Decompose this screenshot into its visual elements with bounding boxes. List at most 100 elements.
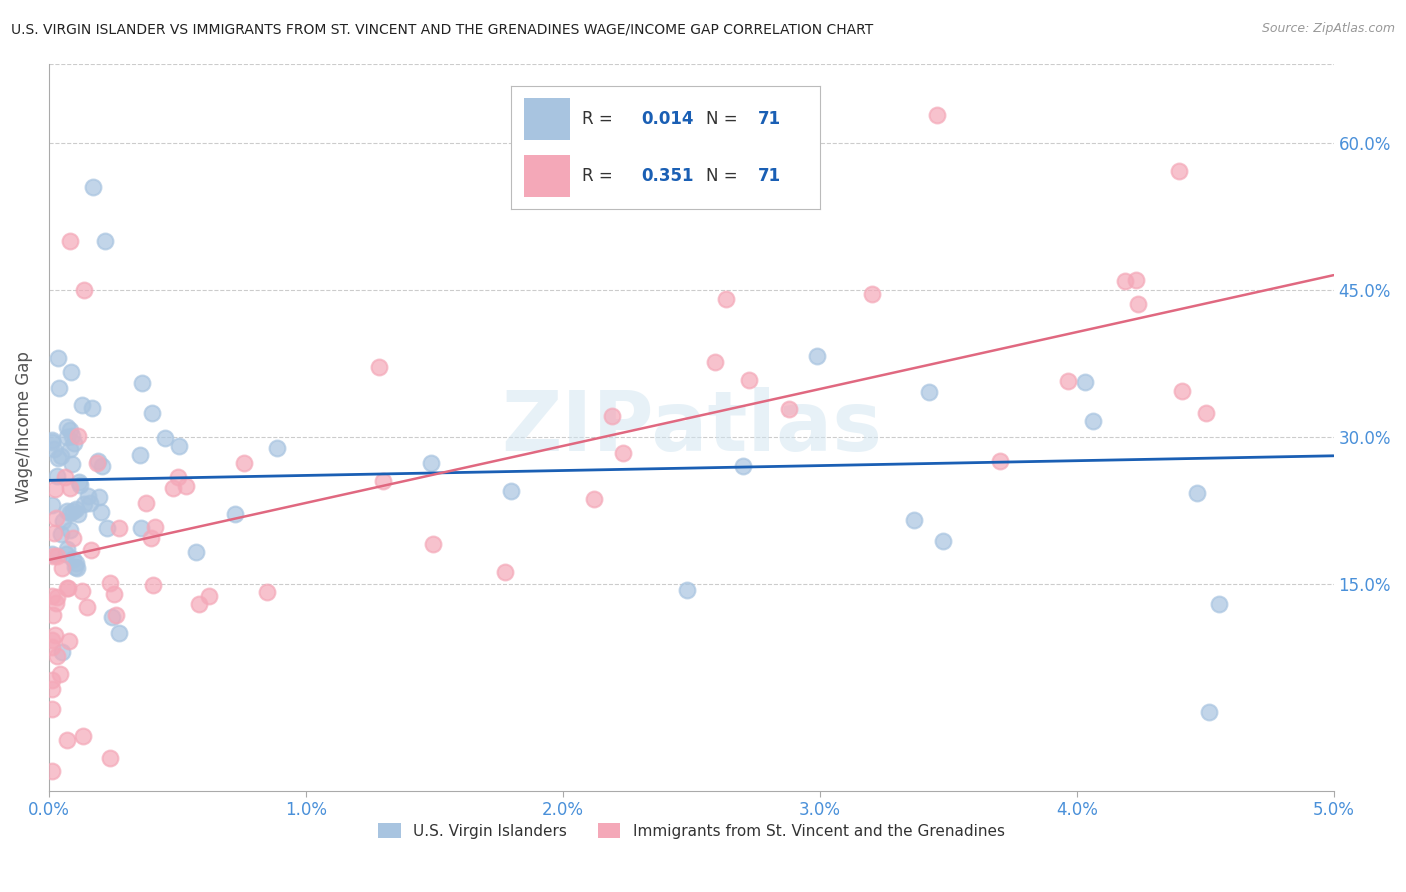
Point xyxy=(45,469,67,483)
Point xyxy=(197,589,219,603)
Point xyxy=(1057,374,1080,388)
Point xyxy=(59,523,82,537)
Legend: U.S. Virgin Islanders, Immigrants from St. Vincent and the Grenadines: U.S. Virgin Islanders, Immigrants from S… xyxy=(371,816,1011,845)
Point xyxy=(49,667,72,681)
Point xyxy=(60,365,83,379)
Point xyxy=(860,286,883,301)
Point xyxy=(903,513,925,527)
Point xyxy=(86,456,108,470)
Point xyxy=(1114,274,1136,288)
Point xyxy=(45,511,67,525)
Point xyxy=(1081,414,1104,428)
Point xyxy=(371,474,394,488)
Point xyxy=(48,381,70,395)
Point xyxy=(65,556,87,570)
Point xyxy=(612,445,634,459)
Point xyxy=(46,590,69,604)
Point xyxy=(63,560,86,574)
Point xyxy=(1126,297,1149,311)
Point xyxy=(73,283,96,297)
Point xyxy=(1195,405,1218,419)
Point xyxy=(56,420,79,434)
Point xyxy=(46,549,69,564)
Point xyxy=(44,525,66,540)
Point xyxy=(256,585,278,599)
Point xyxy=(76,490,98,504)
Point xyxy=(41,681,63,696)
Point xyxy=(55,547,77,561)
Point xyxy=(44,482,66,496)
Point xyxy=(107,521,129,535)
Point xyxy=(1198,705,1220,719)
Point xyxy=(90,505,112,519)
Point xyxy=(41,673,63,688)
Point xyxy=(91,459,114,474)
Point xyxy=(59,481,82,495)
Point xyxy=(1171,384,1194,398)
Point xyxy=(67,429,90,443)
Point xyxy=(51,449,73,463)
Point xyxy=(70,398,93,412)
Point xyxy=(58,634,80,648)
Point xyxy=(41,764,63,778)
Point xyxy=(87,454,110,468)
Point xyxy=(80,401,103,415)
Point xyxy=(94,234,117,248)
Point xyxy=(166,470,188,484)
Point xyxy=(139,532,162,546)
Point xyxy=(129,448,152,462)
Point xyxy=(1208,597,1230,611)
Point xyxy=(59,506,82,520)
Point xyxy=(141,407,163,421)
Point xyxy=(224,508,246,522)
Point xyxy=(932,534,955,549)
Point xyxy=(79,496,101,510)
Point xyxy=(65,502,87,516)
Point xyxy=(184,545,207,559)
Point xyxy=(1125,273,1147,287)
Point xyxy=(46,648,69,663)
Y-axis label: Wage/Income Gap: Wage/Income Gap xyxy=(15,351,32,503)
Point xyxy=(41,547,63,561)
Point xyxy=(494,566,516,580)
Point xyxy=(988,454,1011,468)
Point xyxy=(162,482,184,496)
Point xyxy=(41,640,63,655)
Point xyxy=(733,458,755,473)
Point xyxy=(41,590,63,604)
Point xyxy=(59,424,82,438)
Point xyxy=(58,442,80,457)
Point xyxy=(143,520,166,534)
Point xyxy=(1074,375,1097,389)
Point xyxy=(100,609,122,624)
Point xyxy=(600,409,623,423)
Point xyxy=(49,527,72,541)
Point xyxy=(62,531,84,545)
Point xyxy=(46,351,69,366)
Point xyxy=(174,479,197,493)
Point xyxy=(806,349,828,363)
Point xyxy=(62,504,84,518)
Point xyxy=(56,581,79,595)
Point xyxy=(1167,164,1189,178)
Point xyxy=(927,108,949,122)
Point xyxy=(76,599,98,614)
Point xyxy=(56,504,79,518)
Point xyxy=(60,429,83,443)
Point xyxy=(44,442,66,456)
Point xyxy=(55,542,77,557)
Point xyxy=(41,435,63,450)
Point xyxy=(45,596,67,610)
Point xyxy=(51,645,73,659)
Point xyxy=(714,293,737,307)
Point xyxy=(96,521,118,535)
Point xyxy=(98,751,121,765)
Point xyxy=(52,514,75,528)
Point xyxy=(53,470,76,484)
Point xyxy=(266,441,288,455)
Point xyxy=(42,549,65,563)
Point xyxy=(66,507,89,521)
Point xyxy=(103,587,125,601)
Point xyxy=(41,702,63,716)
Point xyxy=(676,582,699,597)
